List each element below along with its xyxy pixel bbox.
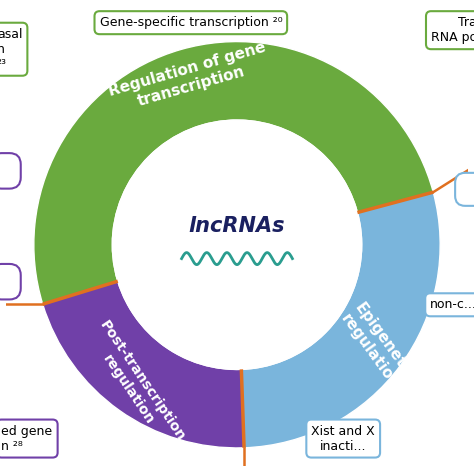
- Text: lncRNAs: lncRNAs: [189, 216, 285, 236]
- Wedge shape: [241, 192, 440, 448]
- Text: asal
n
²³: asal n ²³: [0, 27, 22, 71]
- Text: Xist and X
inacti...: Xist and X inacti...: [311, 425, 375, 453]
- Text: Epigenetic
regulation: Epigenetic regulation: [337, 301, 417, 392]
- Text: Regulation of gene
transcription: Regulation of gene transcription: [107, 40, 272, 116]
- Text: non-c...: non-c...: [430, 298, 474, 311]
- Text: Post-transcription
regulation: Post-transcription regulation: [83, 318, 187, 452]
- Text: Gene-specific transcription ²⁰: Gene-specific transcription ²⁰: [100, 16, 282, 29]
- Text: Tra
RNA po: Tra RNA po: [431, 16, 474, 44]
- Text: ed gene
n ²⁸: ed gene n ²⁸: [1, 425, 53, 453]
- Circle shape: [112, 120, 362, 369]
- Wedge shape: [43, 281, 244, 448]
- Wedge shape: [34, 42, 433, 304]
